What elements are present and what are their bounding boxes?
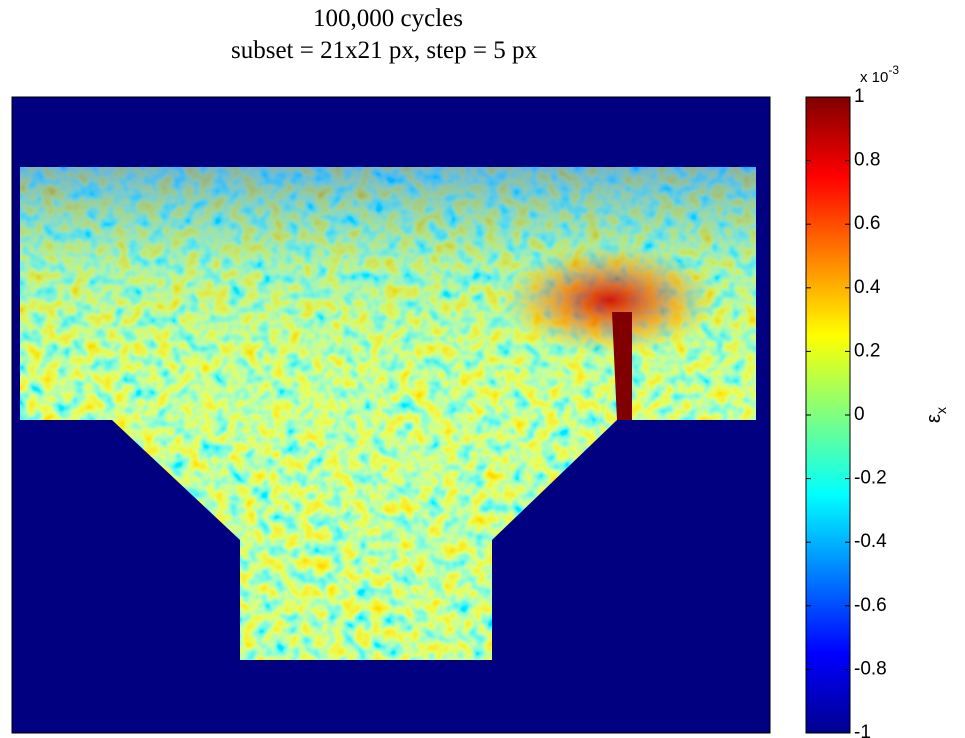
colorbar-tick-label: -1: [854, 722, 871, 738]
colorbar-tick-label: 0.2: [854, 340, 880, 361]
colorbar-multiplier: x 10-3: [860, 63, 899, 86]
colorbar-label-subscript: x: [933, 407, 949, 414]
colorbar: [805, 96, 851, 734]
colorbar-tick-label: -0.6: [854, 595, 887, 616]
multiplier-exponent: -3: [888, 63, 899, 77]
colorbar-tick-label: 0: [854, 404, 865, 425]
colorbar-label: εx: [923, 407, 949, 423]
colorbar-tick-label: 1: [854, 86, 865, 107]
title-line: subset = 21x21 px, step = 5 px: [231, 37, 537, 64]
colorbar-tick-label: -0.8: [854, 658, 887, 679]
colorbar-tick-label: 0.8: [854, 150, 880, 171]
colorbar-tick-label: -0.2: [854, 468, 887, 489]
multiplier-label: x 10: [860, 69, 888, 86]
colorbar-tick-label: -0.4: [854, 531, 887, 552]
colorbar-tick-label: 0.4: [854, 277, 881, 298]
colorbar-label-symbol: ε: [923, 414, 945, 423]
colorbar-tick-label: 0.6: [854, 213, 880, 234]
title-line: 100,000 cycles: [313, 5, 463, 32]
